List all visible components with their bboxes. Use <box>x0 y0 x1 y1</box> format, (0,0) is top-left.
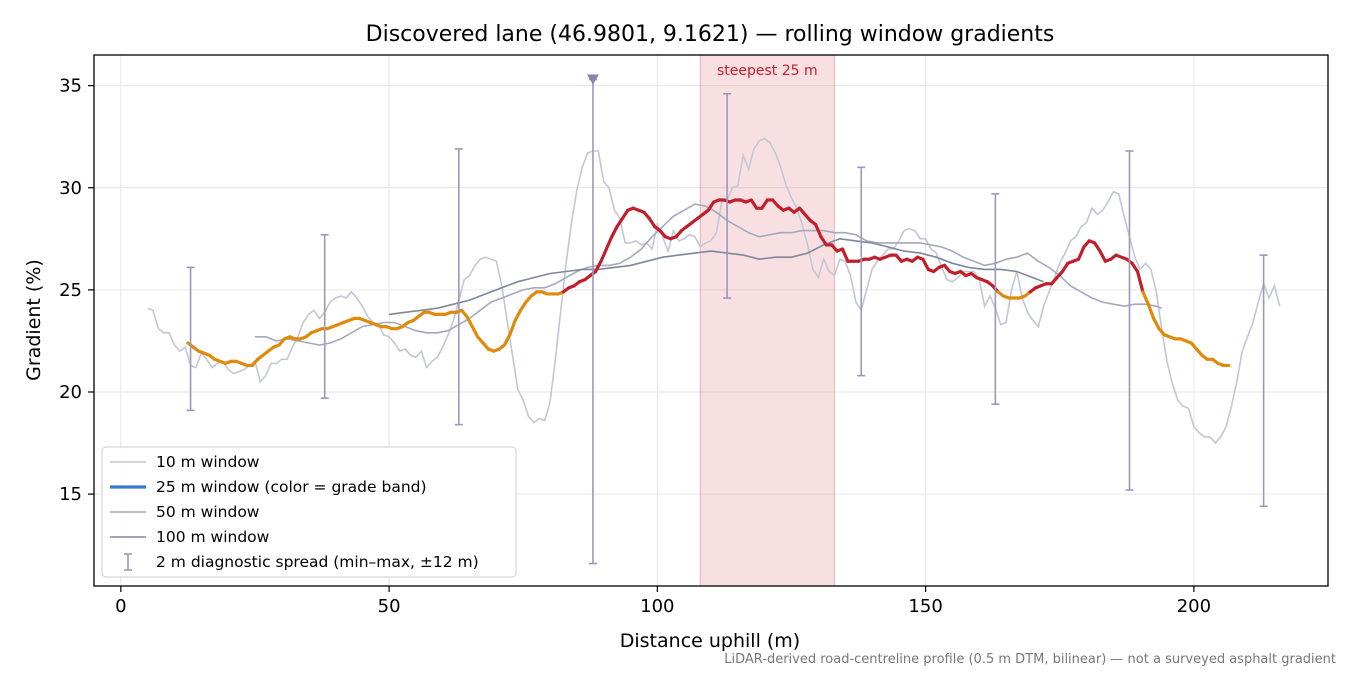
y-tick-label: 35 <box>59 76 82 97</box>
chart-title: Discovered lane (46.9801, 9.1621) — roll… <box>366 22 1055 47</box>
legend-box <box>101 446 517 578</box>
steepest-band-rect <box>699 54 835 587</box>
series-25m-segment <box>1076 245 1086 261</box>
legend-label: 25 m window (color = grade band) <box>156 478 427 496</box>
series-25m-segment <box>594 259 603 274</box>
y-tick-label: 30 <box>59 178 82 199</box>
y-tick-label: 20 <box>59 382 82 403</box>
series-25m-segment <box>921 257 930 272</box>
series-25m-segment <box>1135 269 1145 294</box>
series-25m-segment <box>1141 290 1150 306</box>
series-25m-segment <box>508 318 517 337</box>
series-25m-segment <box>502 333 512 347</box>
legend-label: 50 m window <box>156 503 260 521</box>
series-50m-line <box>255 203 1162 346</box>
series-25m-segment <box>470 325 480 339</box>
series-25m-segment <box>1098 249 1107 263</box>
series-25m-segment <box>1060 261 1070 274</box>
series-25m-segment <box>604 235 614 251</box>
series-25m-segment <box>615 216 625 229</box>
x-tick-label: 200 <box>1177 596 1211 617</box>
series-25m-segment <box>1093 241 1102 253</box>
series-25m-segment <box>1152 316 1161 331</box>
series-25m-segment <box>1146 302 1156 321</box>
y-tick-label: 15 <box>59 484 82 505</box>
legend-label: 100 m window <box>156 528 270 546</box>
legend-label: 10 m window <box>156 453 260 471</box>
x-tick-label: 100 <box>640 596 674 617</box>
series-10m-line <box>147 137 1281 445</box>
series-25m-segment <box>518 300 528 312</box>
spread-max-marker <box>586 74 599 85</box>
steepest-band-label: steepest 25 m <box>717 63 818 79</box>
y-tick-label: 25 <box>59 280 82 301</box>
series-25m-segment <box>513 308 523 323</box>
series-25m-segment <box>647 216 657 229</box>
series-lines <box>147 137 1281 445</box>
x-tick-label: 0 <box>115 596 126 617</box>
series-25m-segment <box>760 198 769 210</box>
plot-frame <box>93 54 1329 587</box>
legend: 10 m window 25 m window (color = grade ba… <box>101 446 517 578</box>
series-25m-segment <box>814 222 823 239</box>
series-25m-segment <box>620 208 630 220</box>
series-25m-segment <box>819 235 828 247</box>
y-axis-label: Gradient (%) <box>23 259 45 381</box>
x-tick-label: 50 <box>378 596 401 617</box>
legend-label: 2 m diagnostic spread (min–max, ±12 m) <box>156 553 479 571</box>
series-25m-segment <box>465 314 474 329</box>
series-25m-segment <box>610 224 619 239</box>
steepest-band: steepest 25 m <box>699 54 835 587</box>
error-bars <box>186 74 1268 565</box>
axes: 0 50 100 150 200 15 20 25 30 35 <box>59 54 1329 617</box>
caption: LiDAR-derived road-centreline profile (0… <box>724 652 1336 667</box>
series-25m-segment <box>706 200 716 212</box>
x-axis-label: Distance uphill (m) <box>620 630 800 652</box>
series-25m-segment <box>749 198 759 210</box>
series-25m-segment <box>1130 261 1140 274</box>
series-100m-line <box>388 237 1044 316</box>
series-25m-segment <box>840 247 850 263</box>
x-tick-label: 150 <box>908 596 942 617</box>
series-25m-segment <box>599 247 608 263</box>
